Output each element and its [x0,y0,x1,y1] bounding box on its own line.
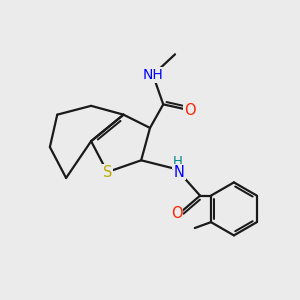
Text: O: O [184,103,196,118]
Text: O: O [171,206,182,221]
Text: S: S [103,165,112,180]
Text: H: H [173,155,183,168]
Text: N: N [174,165,185,180]
Text: NH: NH [142,68,163,82]
